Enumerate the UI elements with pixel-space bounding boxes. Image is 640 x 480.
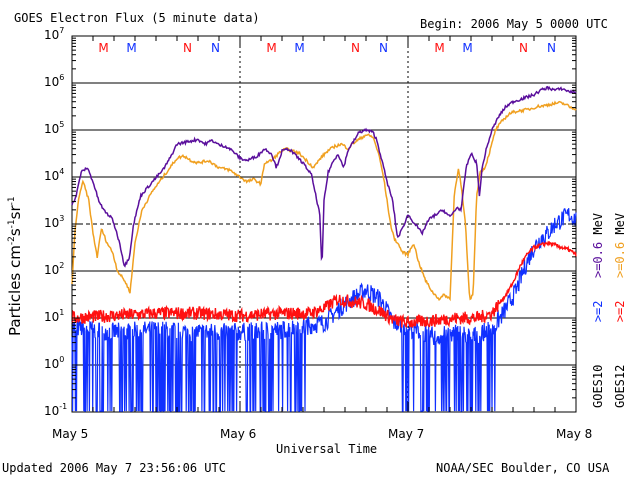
goes10-legend: GOES10 >=2 >=0.6 MeV <box>591 213 605 408</box>
marker-m: M <box>126 41 136 55</box>
series-goes10-06mev <box>71 85 577 268</box>
y-tick-label: 101 <box>44 308 65 324</box>
marker-n: N <box>519 41 528 55</box>
x-tick-label: May 5 <box>52 427 89 441</box>
goes10-mev-label: MeV <box>591 212 605 235</box>
marker-m: M <box>434 41 444 55</box>
x-tick-label: May 6 <box>220 427 257 441</box>
goes10-label: GOES10 <box>591 364 605 408</box>
goes10-2mev-label: >=2 <box>591 300 605 323</box>
marker-n: N <box>547 41 556 55</box>
marker-n: N <box>211 41 220 55</box>
marker-m: M <box>98 41 108 55</box>
y-tick-label: 10-1 <box>44 402 68 418</box>
begin-date: Begin: 2006 May 5 0000 UTC <box>420 17 608 31</box>
goes10-06mev-label: >=0.6 <box>591 241 605 279</box>
axis-ticks <box>72 35 576 413</box>
y-tick-label: 107 <box>44 26 65 42</box>
y-tick-label: 100 <box>44 355 65 371</box>
goes12-2mev-label: >=2 <box>613 300 627 323</box>
updated-timestamp: Updated 2006 May 7 23:56:06 UTC <box>2 461 226 475</box>
goes12-06mev-label: >=0.6 <box>613 241 627 279</box>
x-tick-label: May 8 <box>556 427 593 441</box>
goes12-legend: GOES12 >=2 >=0.6 MeV <box>613 213 627 408</box>
x-tick-label: May 7 <box>388 427 425 441</box>
y-tick-label: 106 <box>44 73 65 89</box>
y-tick-label: 105 <box>44 120 65 136</box>
marker-n: N <box>183 41 192 55</box>
y-axis-title: Particles cm-2s-1sr-1 <box>6 196 24 336</box>
marker-n: N <box>351 41 360 55</box>
series-lines <box>71 85 577 302</box>
chart-title: GOES Electron Flux (5 minute data) <box>14 11 260 25</box>
marker-m: M <box>294 41 304 55</box>
marker-n: N <box>379 41 388 55</box>
y-tick-label: 103 <box>44 214 65 230</box>
goes12-label: GOES12 <box>613 364 627 408</box>
credit-text: NOAA/SEC Boulder, CO USA <box>436 461 610 475</box>
marker-m: M <box>266 41 276 55</box>
series-goes12-2mev <box>71 240 577 328</box>
goes12-mev-label: MeV <box>613 212 627 235</box>
series-goes12-06mev <box>71 100 577 302</box>
y-tick-label: 104 <box>44 167 65 183</box>
y-tick-label: 102 <box>44 261 65 277</box>
marker-m: M <box>462 41 472 55</box>
x-axis-title: Universal Time <box>276 442 378 456</box>
